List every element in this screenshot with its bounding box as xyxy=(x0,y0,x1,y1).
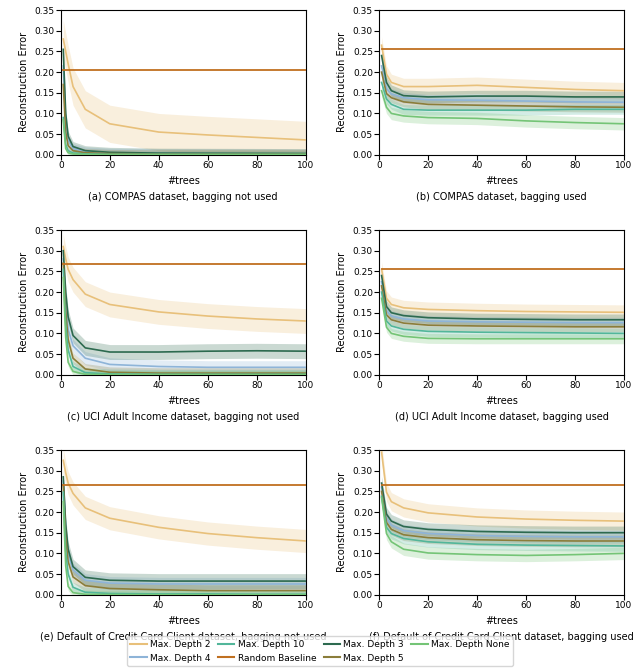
X-axis label: #trees: #trees xyxy=(167,396,200,406)
Text: (c) UCI Adult Income dataset, bagging not used: (c) UCI Adult Income dataset, bagging no… xyxy=(67,413,300,423)
X-axis label: #trees: #trees xyxy=(167,616,200,626)
Y-axis label: Reconstruction Error: Reconstruction Error xyxy=(19,253,29,352)
Y-axis label: Reconstruction Error: Reconstruction Error xyxy=(337,253,347,352)
X-axis label: #trees: #trees xyxy=(485,616,518,626)
X-axis label: #trees: #trees xyxy=(485,175,518,185)
Text: (d) UCI Adult Income dataset, bagging used: (d) UCI Adult Income dataset, bagging us… xyxy=(395,413,609,423)
Y-axis label: Reconstruction Error: Reconstruction Error xyxy=(337,32,347,132)
Text: (b) COMPAS dataset, bagging used: (b) COMPAS dataset, bagging used xyxy=(416,192,587,202)
X-axis label: #trees: #trees xyxy=(485,396,518,406)
Text: (a) COMPAS dataset, bagging not used: (a) COMPAS dataset, bagging not used xyxy=(88,192,278,202)
Text: (e) Default of Credit Card Client dataset, bagging not used: (e) Default of Credit Card Client datase… xyxy=(40,632,326,642)
Y-axis label: Reconstruction Error: Reconstruction Error xyxy=(19,472,29,573)
Text: (f) Default of Credit Card Client dataset, bagging used: (f) Default of Credit Card Client datase… xyxy=(369,632,634,642)
X-axis label: #trees: #trees xyxy=(167,175,200,185)
Y-axis label: Reconstruction Error: Reconstruction Error xyxy=(19,32,29,132)
Legend: Max. Depth 2, Max. Depth 4, Max. Depth 10, Random Baseline, Max. Depth 3, Max. D: Max. Depth 2, Max. Depth 4, Max. Depth 1… xyxy=(127,636,513,666)
Y-axis label: Reconstruction Error: Reconstruction Error xyxy=(337,472,347,573)
